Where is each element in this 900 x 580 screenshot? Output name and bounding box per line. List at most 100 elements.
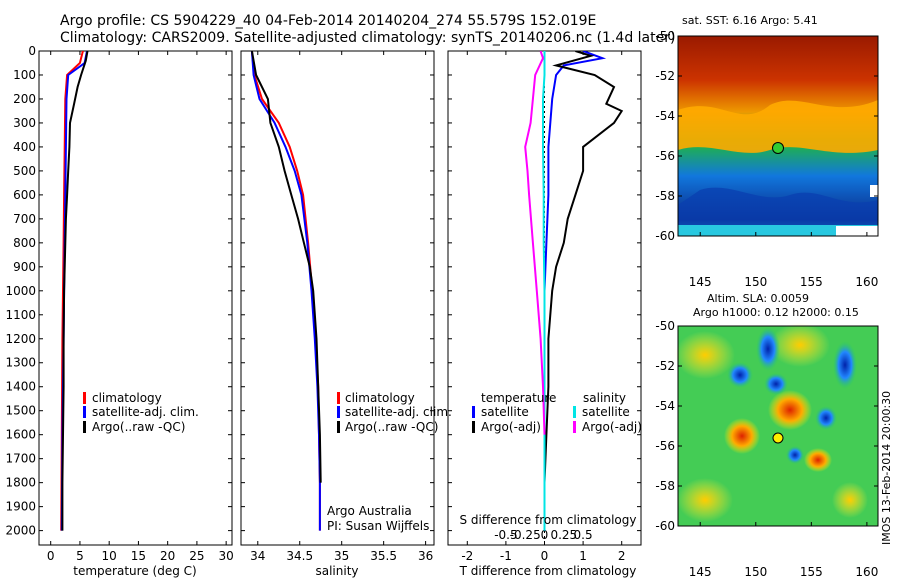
legend-label-t-satellite: satellite bbox=[481, 405, 529, 419]
series-line-s-argo-adj- bbox=[524, 51, 546, 435]
salinity-axis-label: salinity bbox=[315, 564, 358, 578]
legend-label-argo: Argo(..raw -QC) bbox=[345, 420, 438, 434]
legend-swatch-t-argo bbox=[472, 421, 475, 433]
y-tick-label: 1600 bbox=[5, 428, 36, 442]
y-tick-label: 600 bbox=[13, 188, 36, 202]
salinity-depth-ticks bbox=[241, 50, 434, 532]
legend-label-satellite: satellite-adj. clim. bbox=[92, 405, 199, 419]
y-tick-label: 800 bbox=[13, 236, 36, 250]
legend-swatch-satellite bbox=[337, 406, 340, 418]
x-tick-label: 0 bbox=[541, 549, 549, 563]
difference-legend: temperature salinity satellite Argo(-adj… bbox=[472, 391, 642, 434]
x-tick-label: 35 bbox=[334, 549, 349, 563]
difference-depth-ticks bbox=[448, 50, 641, 532]
y-tick-label: 900 bbox=[13, 260, 36, 274]
x-top-tick-label: -0.25 bbox=[510, 528, 541, 542]
salinity-axis-ticks: 34 34.5 35 35.5 36 bbox=[250, 51, 433, 563]
temperature-axis-ticks: 0 5 10 15 20 25 30 bbox=[47, 51, 234, 563]
map-y-tick-label: -52 bbox=[655, 359, 675, 373]
y-tick-label: 400 bbox=[13, 140, 36, 154]
sla-argo-location-marker bbox=[772, 432, 784, 444]
difference-top-axis-label: S difference from climatology bbox=[460, 513, 637, 527]
sla-map-axes: -50 -52 -54 -56 -58 -60 145 150 155 160 bbox=[655, 319, 878, 579]
temperature-axis-label: temperature (deg C) bbox=[73, 564, 196, 578]
sla-map-frame bbox=[677, 325, 879, 527]
legend-swatch-t-satellite bbox=[472, 406, 475, 418]
map-y-tick-label: -52 bbox=[655, 69, 675, 83]
map-x-tick-label: 150 bbox=[744, 565, 767, 579]
y-tick-label: 0 bbox=[28, 44, 36, 58]
map-y-tick-label: -56 bbox=[655, 439, 675, 453]
x-tick-label: 5 bbox=[76, 549, 84, 563]
map-y-tick-label: -54 bbox=[655, 109, 675, 123]
x-tick-label: 2 bbox=[618, 549, 626, 563]
sst-map-image bbox=[678, 36, 878, 237]
y-tick-label: 1500 bbox=[5, 404, 36, 418]
y-tick-label: 1300 bbox=[5, 356, 36, 370]
legend-swatch-climatology bbox=[83, 392, 86, 404]
legend-label-climatology: climatology bbox=[92, 391, 162, 405]
salinity-plot-frame bbox=[240, 50, 435, 546]
y-tick-label: 300 bbox=[13, 116, 36, 130]
series-line-satellite-adj-clim- bbox=[250, 51, 321, 531]
map-y-tick-label: -50 bbox=[655, 29, 675, 43]
legend-label-satellite: satellite-adj. clim. bbox=[345, 405, 452, 419]
chart-title-line2: Climatology: CARS2009. Satellite-adjuste… bbox=[60, 30, 676, 46]
map-y-tick-label: -58 bbox=[655, 189, 675, 203]
x-top-tick-label: 0 bbox=[541, 528, 549, 542]
legend-title-temperature: temperature bbox=[481, 391, 556, 405]
y-tick-label: 1700 bbox=[5, 452, 36, 466]
series-line-satellite-adj-clim- bbox=[60, 51, 88, 531]
sla-map-title: Altim. SLA: 0.0059 bbox=[707, 292, 809, 305]
x-tick-label: 0 bbox=[47, 549, 55, 563]
map-x-tick-label: 145 bbox=[689, 565, 712, 579]
difference-profiles bbox=[524, 51, 624, 531]
y-tick-label: 700 bbox=[13, 212, 36, 226]
y-tick-label: 1100 bbox=[5, 308, 36, 322]
legend-swatch-s-satellite bbox=[573, 406, 576, 418]
map-y-tick-label: -58 bbox=[655, 479, 675, 493]
salinity-profiles bbox=[250, 51, 322, 531]
temperature-profiles bbox=[60, 51, 89, 531]
salinity-annotation-line2: PI: Susan Wijffels bbox=[327, 519, 429, 533]
y-tick-label: 2000 bbox=[5, 524, 36, 538]
temperature-plot-frame bbox=[38, 50, 233, 546]
salinity-annotation-line1: Argo Australia bbox=[327, 504, 412, 518]
sst-map-title: sat. SST: 6.16 Argo: 5.41 bbox=[682, 14, 818, 27]
sst-map-frame bbox=[677, 35, 879, 237]
legend-label-t-argo: Argo(-adj) bbox=[481, 420, 541, 434]
x-tick-label: 25 bbox=[189, 549, 204, 563]
salinity-legend: climatology satellite-adj. clim. Argo(..… bbox=[337, 391, 452, 434]
legend-swatch-argo bbox=[83, 421, 86, 433]
map-x-tick-label: 150 bbox=[744, 275, 767, 289]
temperature-legend: climatology satellite-adj. clim. Argo(..… bbox=[83, 391, 199, 434]
timestamp-watermark: IMOS 13-Feb-2014 20:00:30 bbox=[880, 391, 893, 545]
x-tick-label: 34.5 bbox=[286, 549, 313, 563]
y-tick-label: 1200 bbox=[5, 332, 36, 346]
legend-swatch-s-argo bbox=[573, 421, 576, 433]
sla-map-image bbox=[675, 323, 878, 527]
sla-map-subtitle: Argo h1000: 0.12 h2000: 0.15 bbox=[693, 306, 859, 319]
series-line-t-argo-adj- bbox=[543, 51, 624, 531]
legend-swatch-argo bbox=[337, 421, 340, 433]
map-y-tick-label: -50 bbox=[655, 319, 675, 333]
series-line-argo-raw-qc- bbox=[250, 51, 322, 483]
map-x-tick-label: 160 bbox=[855, 565, 878, 579]
x-tick-label: 20 bbox=[160, 549, 175, 563]
map-x-tick-label: 155 bbox=[800, 565, 823, 579]
x-tick-label: -2 bbox=[461, 549, 473, 563]
depth-axis-ticks: 0 100 200 300 400 500 600 700 800 900 1000 1100 1200… bbox=[5, 44, 232, 538]
x-tick-label: -1 bbox=[500, 549, 512, 563]
sst-map-axes: -50 -52 -54 -56 -58 -60 145 150 155 160 bbox=[655, 29, 878, 289]
legend-label-s-argo: Argo(-adj) bbox=[582, 420, 642, 434]
legend-swatch-satellite bbox=[83, 406, 86, 418]
map-y-tick-label: -56 bbox=[655, 149, 675, 163]
legend-swatch-climatology bbox=[337, 392, 340, 404]
map-y-tick-label: -54 bbox=[655, 399, 675, 413]
map-y-tick-label: -60 bbox=[655, 229, 675, 243]
map-y-tick-label: -60 bbox=[655, 519, 675, 533]
map-x-tick-label: 145 bbox=[689, 275, 712, 289]
chart-title-line1: Argo profile: CS 5904229_40 04-Feb-2014 … bbox=[60, 13, 597, 29]
x-tick-label: 34 bbox=[250, 549, 265, 563]
legend-title-salinity: salinity bbox=[583, 391, 626, 405]
